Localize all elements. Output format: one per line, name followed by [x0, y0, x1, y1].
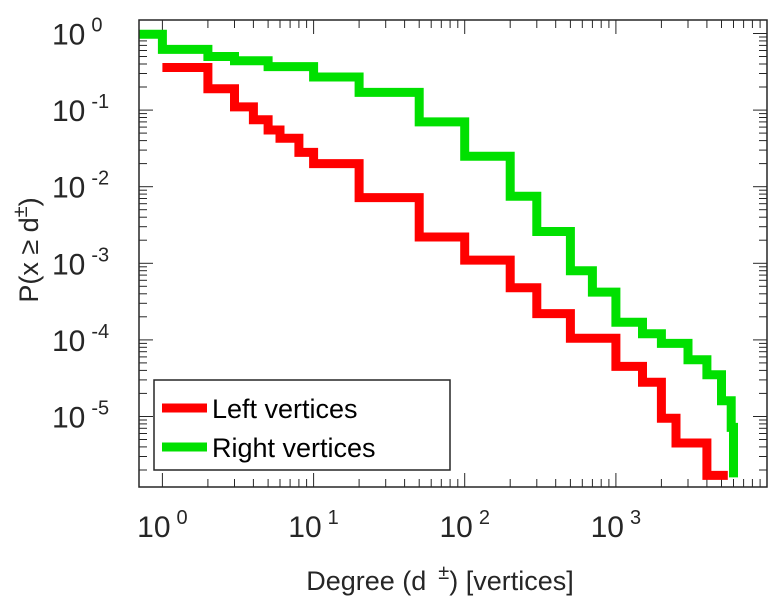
y-axis-label-sup: ±	[10, 206, 32, 217]
x-tick-label: 10 3	[591, 507, 642, 544]
series-line-right-vertices	[139, 29, 738, 478]
legend-box	[153, 379, 451, 471]
y-axis-label-pre: P(x ≥ d	[14, 217, 44, 302]
x-axis-label-sup: ±	[438, 562, 449, 584]
legend-label-right-vertices: Right vertices	[212, 433, 376, 463]
y-axis-label: P(x ≥ d±)	[10, 197, 44, 302]
legend-label-left-vertices: Left vertices	[212, 394, 358, 424]
y-axis-label-post: )	[14, 197, 44, 206]
y-tick-label: 10 -1	[52, 91, 109, 128]
y-tick-label: 10 -2	[52, 168, 109, 205]
x-axis-label-post: ) [vertices]	[449, 566, 574, 596]
x-tick-label: 10 2	[439, 507, 490, 544]
series-layer	[139, 29, 738, 480]
legend: Left vertices Right vertices	[153, 379, 451, 471]
x-tick-label: 10 1	[288, 507, 339, 544]
x-axis-label: Degree (d ±) [vertices]	[306, 562, 574, 596]
x-axis-label-pre: Degree (d	[306, 566, 426, 596]
x-tick-labels: 10 0 10 1 10 2 10 3	[137, 507, 641, 544]
x-tick-label: 10 0	[137, 507, 188, 544]
y-tick-label: 10 0	[52, 14, 103, 51]
y-tick-label: 10 -3	[52, 244, 109, 281]
plot-frame	[138, 19, 768, 488]
y-tick-label: 10 -5	[52, 397, 109, 434]
y-tick-label: 10 -4	[52, 321, 109, 358]
minor-ticks	[139, 20, 768, 487]
series-line-left-vertices	[162, 63, 728, 480]
